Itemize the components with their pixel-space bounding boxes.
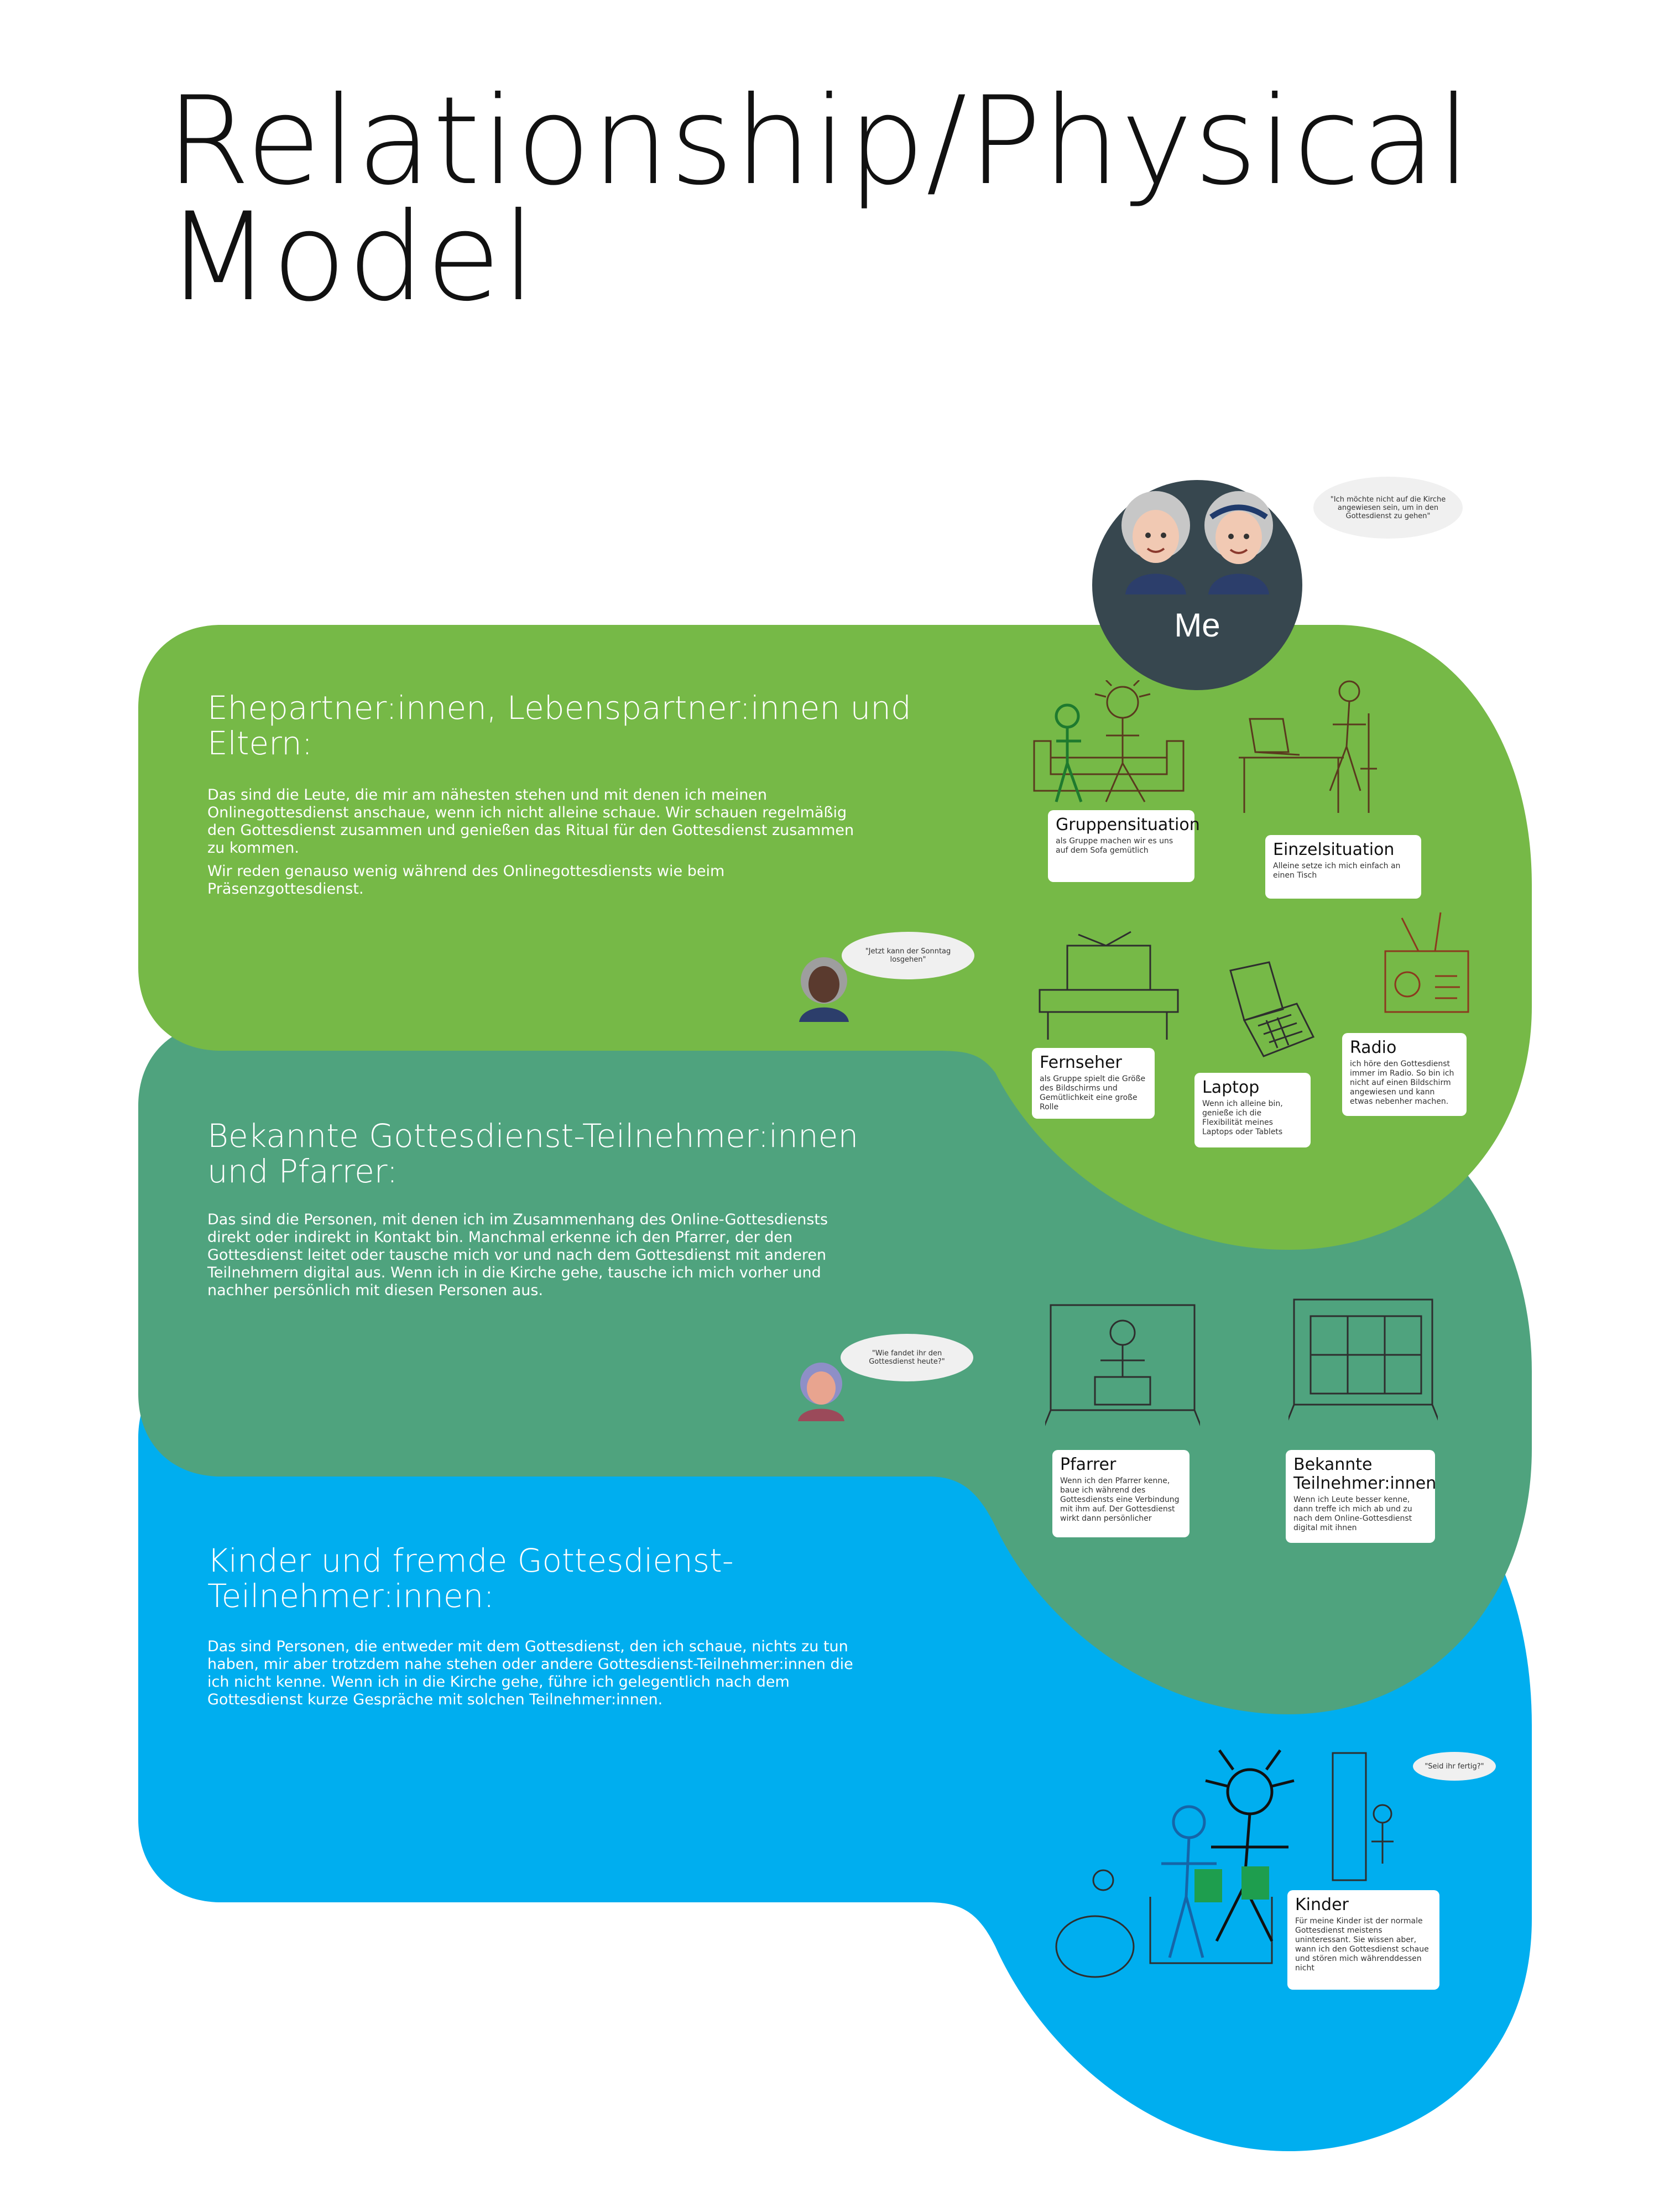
card-kinder: Kinder Für meine Kinder ist der normale …: [1287, 1890, 1439, 1990]
tv-sketch-icon: [1039, 931, 1179, 1040]
card-radio: Radio ich höre den Gottesdienst immer im…: [1342, 1033, 1467, 1116]
desk-sketch-icon: [1239, 680, 1377, 813]
card-fernseher: Fernseher als Gruppe spielt die Größe de…: [1032, 1048, 1155, 1119]
card-radio-title: Radio: [1350, 1038, 1397, 1057]
card-kinder-text: Für meine Kinder ist der normale Gottesd…: [1295, 1917, 1429, 1973]
card-bekannte: Bekannte Teilnehmer:innen Wenn ich Leute…: [1286, 1450, 1437, 1543]
me-quote-bubble: "Ich möchte nicht auf die Kirche angewie…: [1313, 477, 1463, 539]
page-title: Relationship/Physical Model: [166, 70, 1472, 328]
card-pfarrer-text: Wenn ich den Pfarrer kenne, baue ich wäh…: [1060, 1477, 1180, 1523]
known-quote-bubble: "Wie fandet ihr den Gottesdienst heute?": [841, 1334, 973, 1381]
children-quote-bubble: "Seid ihr fertig?": [1413, 1752, 1496, 1781]
radio-sketch-icon: [1384, 912, 1469, 1013]
card-fernseher-text: als Gruppe spielt die Größe des Bildschi…: [1040, 1074, 1146, 1112]
partners-quote-bubble: "Jetzt kann der Sonntag losgehen": [842, 932, 974, 979]
known-body: Das sind die Personen, mit denen ich im …: [207, 1211, 871, 1305]
me-label: Me: [1174, 607, 1220, 644]
card-radio-text: ich höre den Gottesdienst immer im Radio…: [1350, 1060, 1454, 1106]
card-pfarrer: Pfarrer Wenn ich den Pfarrer kenne, baue…: [1052, 1450, 1190, 1537]
children-sketch-icon: [1055, 1749, 1394, 1978]
children-body-p1: Das sind Personen, die entweder mit dem …: [207, 1638, 853, 1708]
card-einzelsituation: Einzelsituation Alleine setze ich mich e…: [1265, 835, 1421, 899]
card-gruppensituation: Gruppensituation als Gruppe machen wir e…: [1048, 810, 1200, 882]
known-body-p1: Das sind die Personen, mit denen ich im …: [207, 1211, 828, 1299]
elderly-woman-avatar-icon: [1121, 491, 1190, 594]
sofa-sketch-icon: [1033, 680, 1185, 802]
woman-avatar-icon: [799, 957, 849, 1022]
card-laptop-text: Wenn ich alleine bin, genieße ich die Fl…: [1202, 1099, 1283, 1136]
video-call-sketch-icon: [1288, 1298, 1438, 1421]
children-body: Das sind Personen, die entweder mit dem …: [207, 1638, 871, 1714]
card-laptop: Laptop Wenn ich alleine bin, genieße ich…: [1194, 1073, 1311, 1147]
elderly-woman-avatar-icon: [1204, 491, 1273, 594]
card-bekannte-text: Wenn ich Leute besser kenne, dann treffe…: [1293, 1495, 1412, 1532]
partners-body: Das sind die Leute, die mir am nähesten …: [207, 786, 871, 904]
page-title-line2: Model: [166, 186, 537, 328]
partners-body-p1: Das sind die Leute, die mir am nähesten …: [207, 786, 854, 857]
card-einzelsituation-text: Alleine setze ich mich einfach an einen …: [1273, 862, 1401, 880]
card-fernseher-title: Fernseher: [1040, 1053, 1122, 1072]
partners-body-p2: Wir reden genauso wenig während des Onli…: [207, 863, 725, 898]
card-bekannte-title: Bekannte Teilnehmer:innen: [1293, 1455, 1437, 1493]
card-laptop-title: Laptop: [1202, 1078, 1260, 1097]
pastor-screen-sketch-icon: [1045, 1304, 1200, 1427]
card-gruppensituation-title: Gruppensituation: [1056, 815, 1200, 834]
card-einzelsituation-title: Einzelsituation: [1273, 840, 1395, 859]
laptop-sketch-icon: [1229, 961, 1315, 1057]
children-title: Kinder und fremde Gottesdienst-Teilnehme…: [207, 1542, 734, 1615]
woman-avatar-icon: [798, 1363, 844, 1421]
elderly-couple-icon: [1121, 491, 1273, 594]
card-kinder-title: Kinder: [1295, 1895, 1349, 1914]
page-title-line1: Relationship/Physical: [166, 70, 1472, 212]
known-title: Bekannte Gottesdienst-Teilnehmer:innen u…: [207, 1117, 859, 1190]
partners-title: Ehepartner:innen, Lebenspartner:innen un…: [207, 689, 911, 762]
card-pfarrer-title: Pfarrer: [1060, 1455, 1117, 1474]
card-gruppensituation-text: als Gruppe machen wir es uns auf dem Sof…: [1056, 837, 1173, 855]
